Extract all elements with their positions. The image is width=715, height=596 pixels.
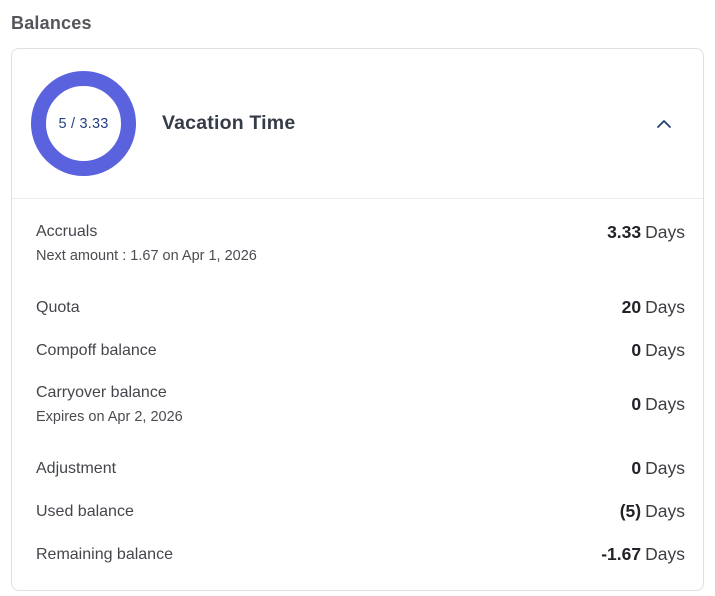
page-title: Balances: [11, 13, 92, 33]
balance-row-label: Remaining balance: [36, 545, 173, 563]
donut-ratio-label: 5 / 3.33: [58, 115, 109, 132]
balance-row-unit: Days: [645, 222, 685, 242]
balance-row-value: 20: [621, 297, 642, 317]
balance-card-header[interactable]: 5 / 3.33 Vacation Time: [12, 49, 703, 198]
balance-row-label: Compoff balance: [36, 341, 157, 359]
balance-row-sublabel: Expires on Apr 2, 2026: [36, 409, 183, 425]
balance-row-sublabel: Next amount : 1.67 on Apr 1, 2026: [36, 248, 257, 264]
balance-row-label: Accruals: [36, 223, 98, 240]
balance-row-label: Carryover balance: [36, 384, 167, 401]
balance-row: Used balance (5) Days: [36, 490, 685, 533]
balance-row-label: Quota: [36, 298, 80, 316]
balance-row-label: Used balance: [36, 502, 134, 520]
balance-row-unit: Days: [645, 340, 685, 360]
balance-row-value: 3.33: [607, 222, 642, 242]
balance-row-unit: Days: [645, 501, 685, 521]
balance-row-unit: Days: [645, 544, 685, 564]
header-divider: [12, 198, 703, 199]
balance-row-value: (5): [619, 501, 642, 521]
balance-row: Remaining balance -1.67 Days: [36, 533, 685, 576]
balance-row-unit: Days: [645, 394, 685, 414]
balance-row: Accruals Next amount : 1.67 on Apr 1, 20…: [36, 211, 685, 276]
balance-row: Compoff balance 0 Days: [36, 329, 685, 372]
chevron-up-icon: [651, 111, 677, 137]
balance-row-label: Adjustment: [36, 459, 117, 477]
balance-row-unit: Days: [645, 297, 685, 317]
leave-type-title: Vacation Time: [162, 112, 296, 134]
balance-rows: Accruals Next amount : 1.67 on Apr 1, 20…: [12, 199, 703, 590]
balance-row: Carryover balance Expires on Apr 2, 2026…: [36, 372, 685, 437]
balance-row-value: 0: [631, 340, 642, 360]
balance-row-value: 0: [631, 394, 642, 414]
balance-donut-chart: 5 / 3.33: [31, 71, 136, 176]
collapse-button[interactable]: [651, 111, 677, 137]
balance-row-unit: Days: [645, 458, 685, 478]
balance-row-value: -1.67: [601, 544, 642, 564]
balance-row: Adjustment 0 Days: [36, 447, 685, 490]
balance-row-value: 0: [631, 458, 642, 478]
vacation-time-balance-card: 5 / 3.33 Vacation Time Accruals Next amo…: [11, 48, 704, 591]
balance-row: Quota 20 Days: [36, 286, 685, 329]
